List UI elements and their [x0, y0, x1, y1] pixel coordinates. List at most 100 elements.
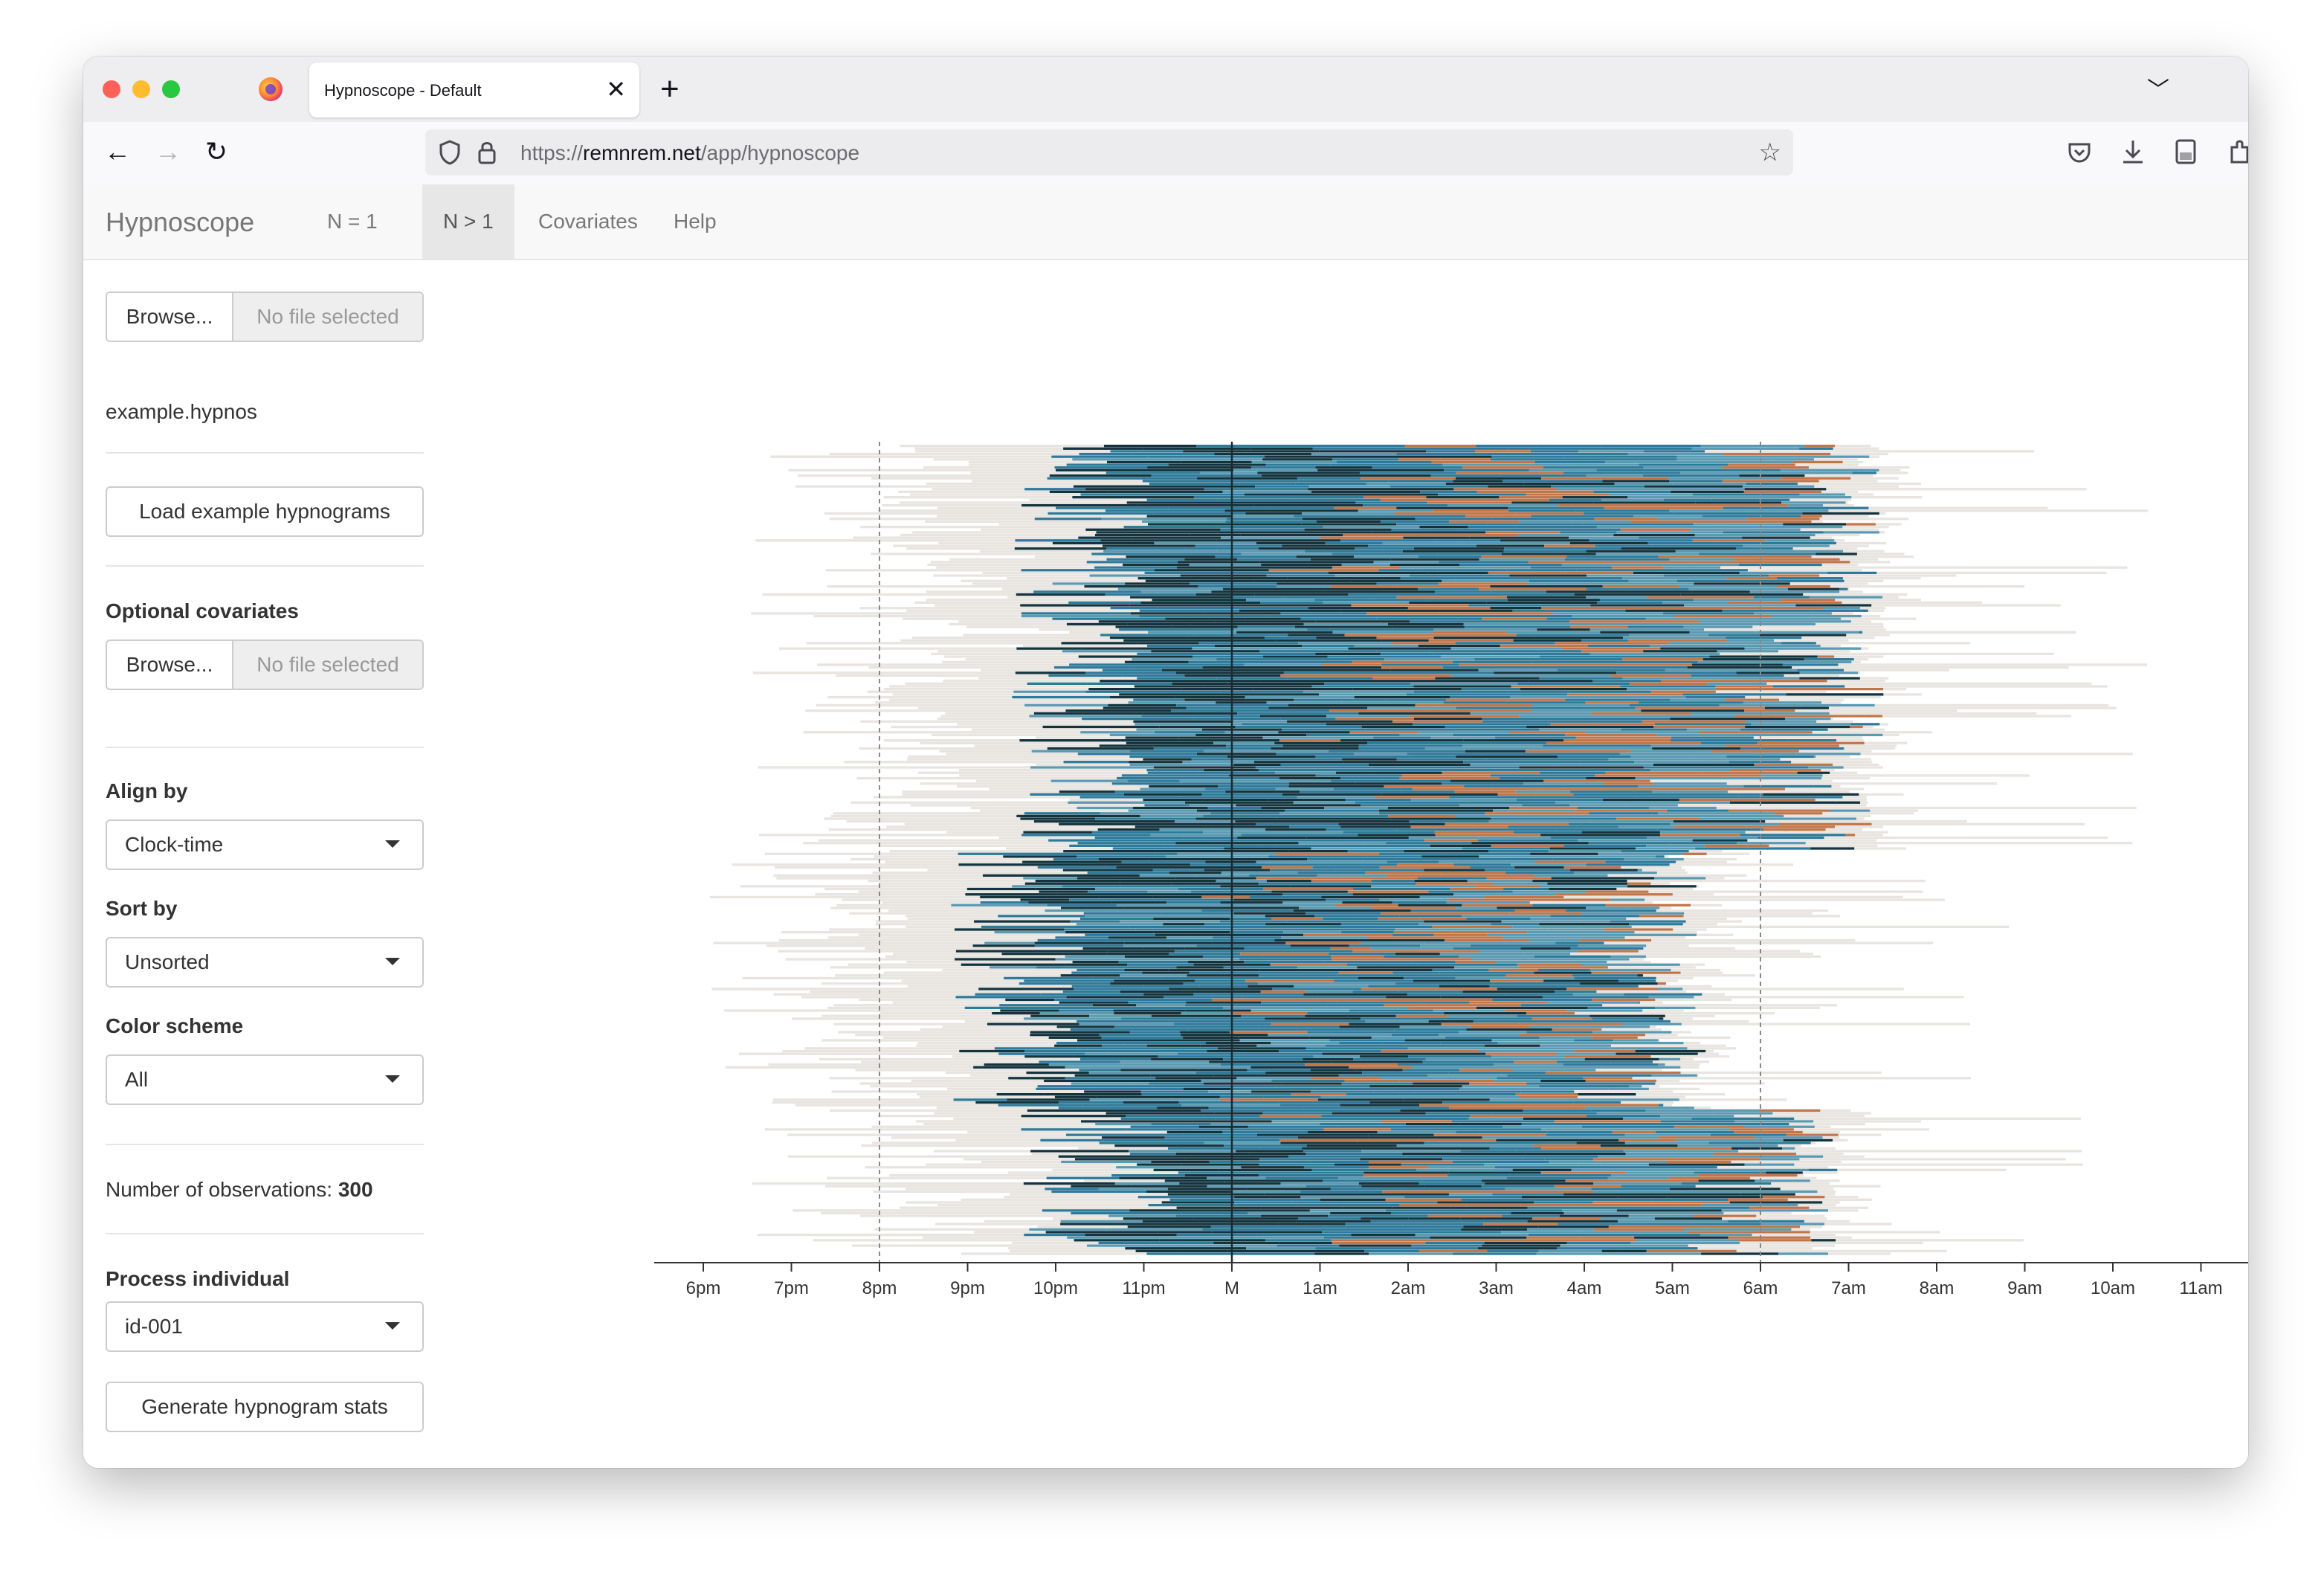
hypnogram-stage-segment [1137, 577, 1232, 580]
download-icon[interactable] [2120, 138, 2146, 165]
url-bar[interactable]: https://remnrem.net/app/hypnoscope ☆ [425, 129, 1793, 175]
hypnogram-stage-segment [1378, 614, 1474, 618]
chevron-down-icon[interactable]: ﹀ [2147, 78, 2169, 103]
hypnogram-stage-segment [1595, 544, 1652, 547]
hypnogram-stage-segment [1600, 631, 1690, 634]
hypnogram-stage-segment [1142, 712, 1238, 715]
shield-icon[interactable] [439, 140, 461, 165]
hypnogram-stage-segment [1363, 857, 1457, 861]
hypnogram-stage-segment [1410, 620, 1502, 623]
pocket-icon[interactable] [2067, 140, 2092, 165]
hypnogram-stage-segment [1178, 1171, 1272, 1174]
hypnogram-stage-segment [1455, 477, 1542, 480]
url-host: remnrem.net [583, 141, 701, 164]
hypnogram-stage-segment [1512, 1168, 1572, 1172]
hypnogram-stage-segment [1540, 1079, 1586, 1083]
extensions-icon[interactable] [2227, 138, 2248, 165]
hypnogram-stage-segment [1404, 850, 1489, 853]
hypnogram-stage-segment [1047, 895, 1100, 899]
hypnogram-stage-segment [1377, 1130, 1456, 1134]
tab-n-equals-1[interactable]: N = 1 [327, 210, 378, 233]
hypnogram-stage-segment [1230, 1087, 1314, 1091]
hypnogram-stage-segment [1276, 1085, 1370, 1088]
hypnogram-stage-segment [1600, 1144, 1678, 1147]
hypnogram-stage-segment [1618, 979, 1656, 982]
browse-button[interactable]: Browse... [107, 293, 233, 341]
hypnogram-stage-segment [1569, 620, 1632, 623]
hypnogram-stage-segment [1357, 1141, 1424, 1144]
file-name-field[interactable]: No file selected [233, 293, 422, 341]
hypnogram-stage-segment [1581, 912, 1663, 915]
maximize-window-button[interactable] [162, 80, 180, 98]
hypnogram-stage-segment [1633, 515, 1702, 518]
hypnogram-stage-segment [1711, 498, 1790, 501]
reader-view-icon[interactable] [2174, 138, 2198, 165]
tab-close-icon[interactable]: ✕ [606, 76, 626, 103]
hypnogram-stage-segment [1381, 912, 1453, 915]
hypnogram-stage-segment [1110, 450, 1184, 453]
hypnogram-stage-segment [1183, 1036, 1239, 1039]
tab-n-greater-1[interactable]: N > 1 [422, 184, 514, 259]
hypnogram-stage-segment [1541, 607, 1639, 610]
load-example-button[interactable]: Load example hypnograms [106, 486, 424, 537]
covariates-file-input[interactable]: Browse... No file selected [106, 640, 424, 690]
hypnogram-stage-segment [1091, 553, 1165, 555]
align-by-select[interactable]: Clock-time [106, 819, 424, 870]
new-tab-icon[interactable]: + [660, 71, 680, 107]
hypnogram-stage-segment [1066, 622, 1128, 626]
hypnogram-stage-segment [1341, 1082, 1413, 1085]
lock-icon[interactable] [477, 140, 497, 165]
back-arrow-icon[interactable]: ← [104, 136, 131, 167]
hypnogram-stage-segment [1015, 671, 1085, 674]
bookmark-star-icon[interactable]: ☆ [1758, 138, 1781, 167]
hypnogram-stage-segment [1347, 850, 1404, 853]
hypnogram-stage-segment [1562, 1209, 1617, 1212]
hypnogram-stage-segment [1427, 1074, 1508, 1077]
hypnogram-stage-segment [1088, 1071, 1144, 1075]
hypnogram-stage-segment [1424, 869, 1485, 872]
hypnogram-stage-segment [1024, 488, 1086, 491]
hypnogram-stage-segment [1616, 671, 1737, 674]
hypnogram-stage-segment [1089, 574, 1181, 577]
hypnogram-file-input[interactable]: Browse... No file selected [106, 292, 424, 342]
browser-tab[interactable]: Hypnoscope - Default ✕ [309, 62, 639, 117]
hypnogram-stage-segment [1203, 831, 1280, 834]
hypnogram-stage-segment [1259, 1174, 1364, 1177]
hypnogram-stage-segment [1082, 717, 1194, 721]
url-text[interactable]: https://remnrem.net/app/hypnoscope [520, 141, 859, 165]
app-brand[interactable]: Hypnoscope [106, 207, 255, 237]
hypnogram-stage-segment [1139, 874, 1197, 877]
hypnogram-stage-segment [1171, 990, 1261, 993]
reload-icon[interactable]: ↻ [205, 136, 228, 167]
tab-help[interactable]: Help [674, 210, 717, 233]
minimize-window-button[interactable] [132, 80, 150, 98]
hypnogram-stage-segment [1048, 1063, 1123, 1066]
hypnogram-stage-segment [1468, 526, 1547, 529]
hypnogram-stage-segment [1338, 822, 1445, 825]
forward-arrow-icon[interactable]: → [155, 136, 181, 167]
hypnogram-stage-segment [1655, 855, 1665, 858]
hypnogram-stage-segment [1531, 703, 1630, 707]
hypnogram-stage-segment [1555, 642, 1669, 645]
hypnogram-stage-segment [1435, 1239, 1553, 1242]
hypnogram-stage-segment [1537, 628, 1590, 631]
hypnogram-stage-segment [1303, 1150, 1362, 1153]
browse-button[interactable]: Browse... [107, 641, 233, 689]
hypnogram-stage-segment [1700, 445, 1804, 448]
process-individual-select[interactable]: id-001 [106, 1301, 424, 1352]
generate-stats-button[interactable]: Generate hypnogram stats [106, 1382, 424, 1432]
hypnogram-stage-segment [1379, 812, 1485, 815]
hypnogram-stage-segment [1103, 1138, 1224, 1142]
hypnogram-stage-segment [1153, 917, 1230, 921]
hypnogram-stage-segment [1257, 471, 1360, 474]
hypnogram-stage-segment [1469, 536, 1569, 539]
color-scheme-select[interactable]: All [106, 1054, 424, 1105]
sort-by-select[interactable]: Unsorted [106, 937, 424, 988]
close-window-button[interactable] [103, 80, 120, 98]
hypnogram-stage-segment [1146, 1044, 1201, 1047]
hypnogram-stage-segment [1808, 1168, 1838, 1172]
file-name-field[interactable]: No file selected [233, 641, 422, 689]
tab-covariates[interactable]: Covariates [538, 210, 638, 233]
hypnogram-stage-segment [1183, 450, 1247, 453]
hypnogram-stage-segment [1669, 509, 1749, 512]
